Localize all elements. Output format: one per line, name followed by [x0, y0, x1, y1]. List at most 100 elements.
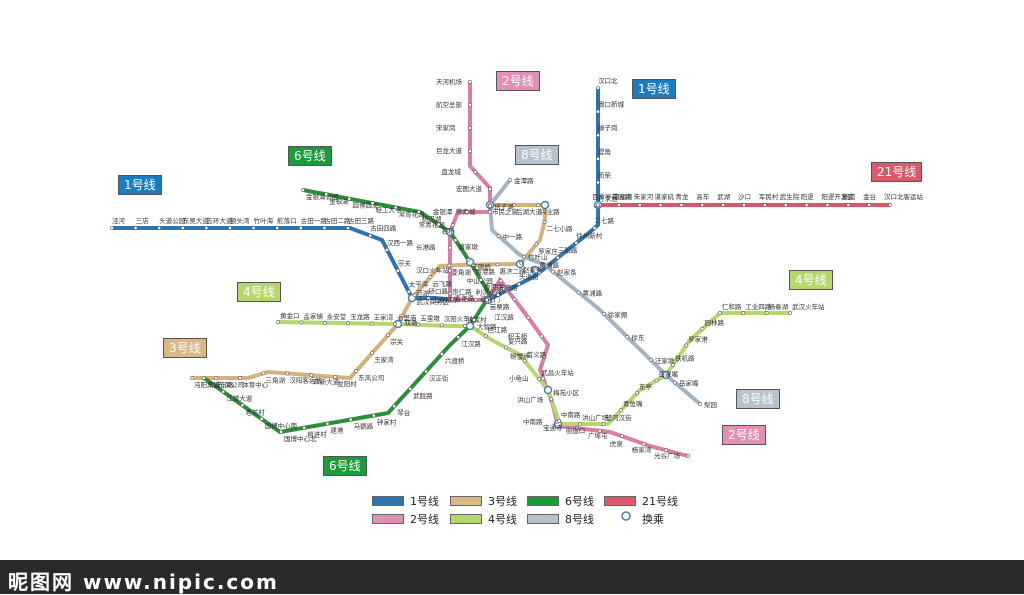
station-label: 堤角	[598, 147, 611, 156]
station-dot	[408, 386, 413, 391]
station-label: 梨园	[704, 400, 717, 409]
transfer-icon	[530, 265, 540, 275]
station-label: 金银湖	[329, 196, 349, 205]
station-dot	[261, 371, 266, 376]
station-label: 古田四路	[370, 224, 397, 233]
station-dot	[596, 203, 600, 207]
station-label: 建港	[330, 426, 344, 435]
station-label: 王家墩东	[433, 295, 460, 304]
legend-swatch-line2	[372, 514, 404, 524]
legend-label-line1: 1号线	[410, 495, 439, 508]
line-tag-6-north: 6号线	[288, 146, 332, 166]
station-label: 舵落口	[277, 216, 297, 225]
station-dot	[395, 268, 400, 273]
station-dot	[578, 422, 583, 426]
station-dot	[473, 297, 478, 302]
station-dot	[684, 343, 689, 348]
station-dot	[483, 334, 488, 338]
line-tag-4-west: 4号线	[237, 282, 281, 302]
station-label: 双墩	[404, 318, 418, 327]
station-dot	[721, 203, 726, 207]
station-dot	[888, 203, 892, 207]
station-label: 黄金口	[280, 311, 300, 320]
station-dot	[526, 315, 531, 320]
station-dot	[700, 326, 705, 331]
station-label: 幸福湾	[613, 192, 633, 201]
station-dot	[671, 362, 675, 367]
station-dot	[448, 291, 452, 296]
station-dot	[346, 321, 351, 326]
station-label: 后湖大道	[516, 207, 543, 216]
station-dot	[825, 203, 830, 207]
station-dot	[416, 209, 421, 214]
station-dot	[392, 404, 397, 409]
station-label: 五里墩	[420, 314, 440, 323]
station-label: 积玉桥	[508, 331, 528, 340]
station-dot	[557, 419, 561, 423]
station-dot	[309, 373, 314, 378]
station-dot	[426, 296, 431, 301]
station-dot	[453, 238, 458, 243]
station-dot	[536, 203, 541, 207]
station-label: 琴台	[397, 408, 410, 417]
station-label: 国博中心北	[284, 434, 317, 443]
station-dot	[368, 233, 373, 238]
station-dot	[522, 358, 527, 363]
station-label: 香港路	[484, 282, 504, 291]
station-dot	[788, 311, 792, 315]
station-dot	[519, 260, 523, 265]
station-dot	[596, 133, 600, 138]
station-dot	[204, 226, 209, 230]
station-label: 江汉路	[461, 339, 481, 348]
station-label: 铁机路	[675, 354, 695, 363]
station-label: 拦江路	[488, 325, 508, 334]
station-label: 菱角湖	[451, 268, 471, 277]
station-dot	[549, 396, 554, 401]
station-dot	[386, 333, 391, 337]
station-dot	[400, 313, 405, 318]
station-label: 长港路	[416, 243, 436, 252]
station-dot	[679, 203, 684, 207]
station-dot	[637, 203, 642, 207]
station-dot	[471, 262, 476, 267]
station-label: 宗关	[398, 259, 412, 268]
station-dot	[456, 335, 461, 340]
station-label: 额头湾	[230, 216, 250, 225]
station-label: 东风公司	[358, 373, 384, 382]
station-label: 岳家嘴	[679, 379, 699, 388]
station-label: 宝通寺	[543, 423, 563, 432]
station-label: 车城东路	[207, 380, 234, 389]
station-label: 友谊路	[498, 283, 518, 292]
line-tag-1-north: 1号线	[632, 79, 676, 99]
station-dot	[596, 156, 600, 161]
station-label: 汪家墩	[655, 356, 675, 365]
station-dot	[448, 245, 452, 250]
legend-label-line21: 21号线	[642, 495, 678, 508]
station-label: 汉口火车站	[416, 266, 449, 275]
station-dot	[275, 226, 280, 230]
station-label: 大智路	[477, 322, 497, 331]
station-label: 前进村	[307, 430, 327, 439]
transfer-icon	[445, 227, 455, 237]
station-label: 螃蟹岬	[510, 352, 530, 361]
station-dot	[574, 241, 579, 245]
station-dot	[202, 376, 206, 380]
station-label: 汉阳火车站	[444, 314, 477, 323]
station-label: 阳逻开发区	[821, 192, 854, 201]
station-dot	[279, 429, 283, 434]
transfer-icon	[540, 200, 550, 210]
station-label: 金潭路	[514, 176, 534, 185]
station-dot	[742, 203, 746, 207]
station-dot	[741, 311, 746, 315]
station-dot	[447, 263, 452, 268]
station-dot	[348, 417, 353, 422]
station-dot	[555, 255, 560, 260]
legend-transfer-icon	[621, 511, 631, 521]
station-label: 中一路	[503, 232, 523, 241]
station-dot	[764, 311, 769, 315]
line-tag-6-south: 6号线	[323, 456, 367, 476]
station-dot	[180, 226, 185, 230]
station-label: 金银湖公园	[306, 192, 339, 201]
station-label: 滕子岗	[598, 123, 618, 132]
station-dot	[517, 282, 521, 287]
